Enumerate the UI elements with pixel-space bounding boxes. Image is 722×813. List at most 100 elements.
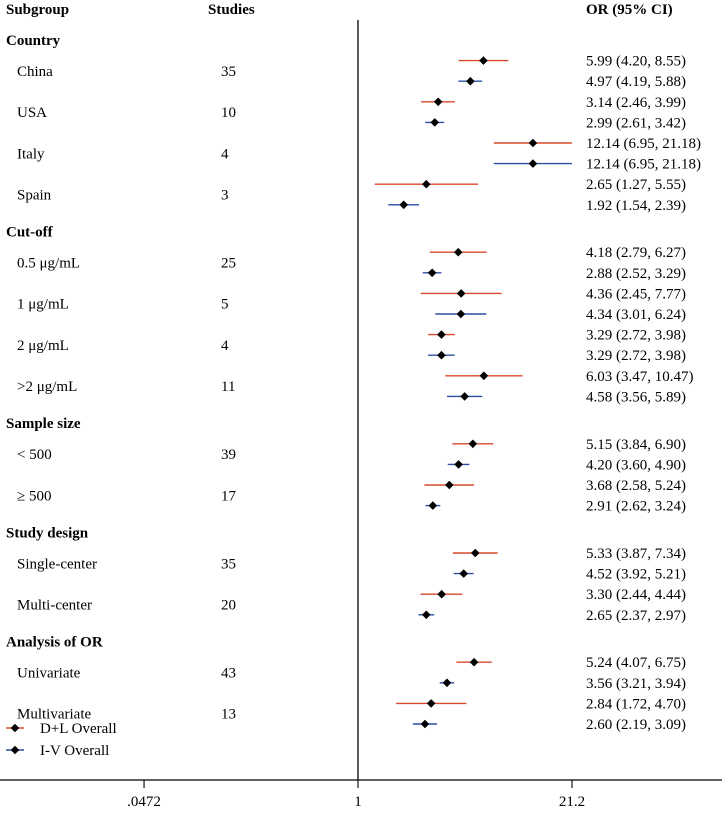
subgroup-label: Multi-center bbox=[17, 598, 92, 614]
studies-count: 3 bbox=[221, 188, 229, 204]
studies-count: 25 bbox=[221, 256, 236, 272]
iv-point-estimate bbox=[466, 76, 475, 86]
subgroup-label: ≥ 500 bbox=[17, 488, 51, 504]
legend-label-iv: I-V Overall bbox=[40, 743, 109, 759]
subgroup-label: China bbox=[17, 64, 53, 80]
iv-or-label: 2.88 (2.52, 3.29) bbox=[586, 266, 686, 282]
iv-point-estimate bbox=[456, 309, 466, 319]
studies-count: 4 bbox=[221, 338, 229, 354]
dl-or-label: 2.84 (1.72, 4.70) bbox=[586, 696, 686, 712]
header-subgroup: Subgroup bbox=[6, 2, 69, 18]
group-label: Sample size bbox=[6, 416, 81, 432]
iv-point-estimate bbox=[528, 159, 538, 168]
iv-or-label: 4.34 (3.01, 6.24) bbox=[586, 307, 686, 323]
dl-point-estimate bbox=[528, 138, 538, 148]
iv-or-label: 12.14 (6.95, 21.18) bbox=[586, 157, 701, 173]
x-axis: .0472 1 21.2 bbox=[0, 20, 722, 810]
iv-or-label: 4.97 (4.19, 5.88) bbox=[586, 74, 686, 90]
group-label: Country bbox=[6, 33, 61, 49]
dl-or-label: 3.68 (2.58, 5.24) bbox=[586, 478, 686, 494]
dl-point-estimate bbox=[421, 179, 431, 189]
dl-point-estimate bbox=[469, 657, 479, 667]
dl-point-estimate bbox=[444, 480, 454, 490]
x-tick-label: .0472 bbox=[127, 794, 161, 810]
iv-or-label: 4.58 (3.56, 5.89) bbox=[586, 389, 686, 405]
subgroup-label: Univariate bbox=[17, 666, 81, 682]
subgroup-label: Multivariate bbox=[17, 707, 91, 723]
iv-or-label: 1.92 (1.54, 2.39) bbox=[586, 198, 686, 214]
subgroup-label: >2 μg/mL bbox=[17, 379, 77, 395]
dl-point-estimate bbox=[433, 97, 443, 107]
iv-or-label: 3.29 (2.72, 3.98) bbox=[586, 348, 686, 364]
iv-or-label: 4.52 (3.92, 5.21) bbox=[586, 567, 686, 583]
studies-count: 4 bbox=[221, 146, 229, 162]
iv-point-estimate bbox=[420, 719, 430, 729]
group-label: Cut-off bbox=[6, 225, 54, 241]
dl-or-label: 12.14 (6.95, 21.18) bbox=[586, 136, 701, 152]
studies-count: 11 bbox=[221, 379, 235, 395]
studies-count: 10 bbox=[221, 105, 236, 121]
legend: D+L Overall I-V Overall bbox=[6, 721, 117, 759]
dl-or-label: 6.03 (3.47, 10.47) bbox=[586, 369, 694, 385]
dl-point-estimate bbox=[453, 247, 463, 257]
dl-or-label: 5.99 (4.20, 8.55) bbox=[586, 54, 686, 70]
dl-or-label: 2.65 (1.27, 5.55) bbox=[586, 177, 686, 193]
iv-point-estimate bbox=[442, 678, 452, 688]
legend-marker-dl bbox=[10, 723, 20, 733]
iv-point-estimate bbox=[454, 460, 463, 469]
dl-or-label: 5.33 (3.87, 7.34) bbox=[586, 546, 686, 562]
dl-point-estimate bbox=[426, 699, 436, 708]
dl-point-estimate bbox=[468, 439, 478, 449]
subgroup-label: Spain bbox=[17, 188, 52, 204]
iv-or-label: 2.65 (2.37, 2.97) bbox=[586, 608, 686, 624]
studies-count: 17 bbox=[221, 488, 237, 504]
iv-point-estimate bbox=[421, 610, 431, 620]
iv-point-estimate bbox=[430, 118, 440, 127]
dl-point-estimate bbox=[470, 548, 480, 558]
dl-or-label: 3.14 (2.46, 3.99) bbox=[586, 95, 686, 111]
dl-or-label: 4.36 (2.45, 7.77) bbox=[586, 286, 686, 302]
subgroup-label: < 500 bbox=[17, 447, 52, 463]
dl-or-label: 3.29 (2.72, 3.98) bbox=[586, 328, 686, 344]
studies-count: 35 bbox=[221, 64, 236, 80]
studies-count: 13 bbox=[221, 707, 236, 723]
iv-point-estimate bbox=[437, 350, 446, 360]
dl-point-estimate bbox=[479, 371, 489, 381]
iv-or-label: 2.60 (2.19, 3.09) bbox=[586, 717, 686, 733]
group-label: Study design bbox=[6, 525, 89, 541]
group-label: Analysis of OR bbox=[6, 635, 103, 651]
legend-label-dl: D+L Overall bbox=[40, 721, 117, 737]
iv-point-estimate bbox=[399, 200, 409, 210]
subgroup-label: 0.5 μg/mL bbox=[17, 256, 80, 272]
header-or: OR (95% CI) bbox=[586, 2, 673, 18]
studies-count: 43 bbox=[221, 666, 236, 682]
iv-point-estimate bbox=[427, 268, 437, 278]
iv-or-label: 2.99 (2.61, 3.42) bbox=[586, 115, 686, 131]
iv-point-estimate bbox=[460, 392, 469, 401]
subgroup-label: 1 μg/mL bbox=[17, 297, 69, 313]
iv-or-label: 4.20 (3.60, 4.90) bbox=[586, 457, 686, 473]
studies-count: 39 bbox=[221, 447, 236, 463]
x-tick-label: 1 bbox=[354, 794, 362, 810]
x-tick-label: 21.2 bbox=[559, 794, 585, 810]
dl-or-label: 5.24 (4.07, 6.75) bbox=[586, 655, 686, 671]
iv-or-label: 3.56 (3.21, 3.94) bbox=[586, 676, 686, 692]
subgroup-label: Single-center bbox=[17, 556, 97, 572]
subgroup-label: USA bbox=[17, 105, 47, 121]
dl-or-label: 3.30 (2.44, 4.44) bbox=[586, 587, 686, 603]
subgroup-label: Italy bbox=[17, 146, 45, 162]
studies-count: 20 bbox=[221, 598, 236, 614]
dl-point-estimate bbox=[456, 289, 466, 298]
iv-or-label: 2.91 (2.62, 3.24) bbox=[586, 499, 686, 515]
studies-count: 5 bbox=[221, 297, 229, 313]
iv-point-estimate bbox=[459, 569, 469, 578]
dl-or-label: 5.15 (3.84, 6.90) bbox=[586, 437, 686, 453]
studies-count: 35 bbox=[221, 556, 236, 572]
legend-marker-iv bbox=[10, 745, 20, 755]
dl-point-estimate bbox=[479, 56, 488, 65]
dl-or-label: 4.18 (2.79, 6.27) bbox=[586, 245, 686, 261]
iv-point-estimate bbox=[428, 501, 438, 510]
dl-point-estimate bbox=[437, 330, 446, 339]
